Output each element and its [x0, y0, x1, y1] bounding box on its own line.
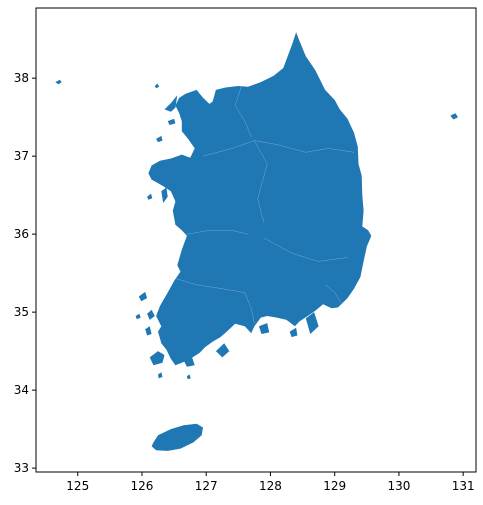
goheung-island: [215, 343, 230, 358]
x-tick-label: 129: [323, 479, 346, 493]
wando-island: [183, 357, 195, 367]
y-tick-label: 37: [14, 149, 29, 163]
y-tick-label: 34: [14, 383, 29, 397]
yellow-sea-islet: [154, 83, 160, 89]
x-tick-label: 126: [131, 479, 154, 493]
west-islet-3: [147, 193, 153, 200]
border-jeonnam-gyeongnam: [244, 292, 255, 324]
border-gangwon-south: [202, 140, 355, 157]
sinan-island-1: [147, 309, 155, 320]
ganghwa-island: [164, 95, 178, 112]
anmyeon-island: [161, 187, 168, 203]
sinan-island-2: [145, 326, 152, 336]
x-tick-label: 128: [259, 479, 282, 493]
jindo-island: [149, 351, 165, 366]
baengnyeong-island: [55, 79, 62, 85]
y-axis: 33 34 35 36 37 38: [14, 71, 36, 475]
west-islet-1: [138, 291, 148, 302]
ulleung-island: [450, 113, 458, 120]
y-tick-label: 33: [14, 461, 29, 475]
x-axis: 125 126 127 128 129 130 131: [66, 472, 475, 493]
border-chungbuk-gyeongbuk: [254, 140, 268, 223]
y-tick-label: 35: [14, 305, 29, 319]
x-tick-label: 130: [387, 479, 410, 493]
south-islet-1: [158, 372, 163, 379]
x-tick-label: 125: [66, 479, 89, 493]
region-borders: [170, 85, 355, 324]
border-chungnam-jeonbuk: [186, 230, 249, 235]
west-islet-2: [135, 313, 141, 320]
land-layer: [55, 32, 458, 451]
namhae-island: [258, 323, 270, 334]
border-gyeongnam-busan: [324, 284, 342, 303]
x-tick-label: 131: [452, 479, 475, 493]
jeju-island: [151, 423, 203, 451]
yeongheung-island: [167, 118, 176, 125]
x-tick-label: 127: [195, 479, 218, 493]
mainland: [148, 32, 372, 366]
tongyeong-islet: [289, 327, 298, 338]
geoje-island: [305, 312, 319, 334]
border-gyeongbuk-gyeongnam: [263, 237, 348, 262]
incheon-islet: [156, 135, 163, 143]
border-jeonbuk-jeonnam: [170, 276, 245, 293]
south-islet-2: [186, 374, 191, 380]
y-tick-label: 36: [14, 227, 29, 241]
border-gyeonggi-gangwon: [234, 85, 252, 137]
axes-frame: [35, 7, 477, 473]
y-tick-label: 38: [14, 71, 29, 85]
